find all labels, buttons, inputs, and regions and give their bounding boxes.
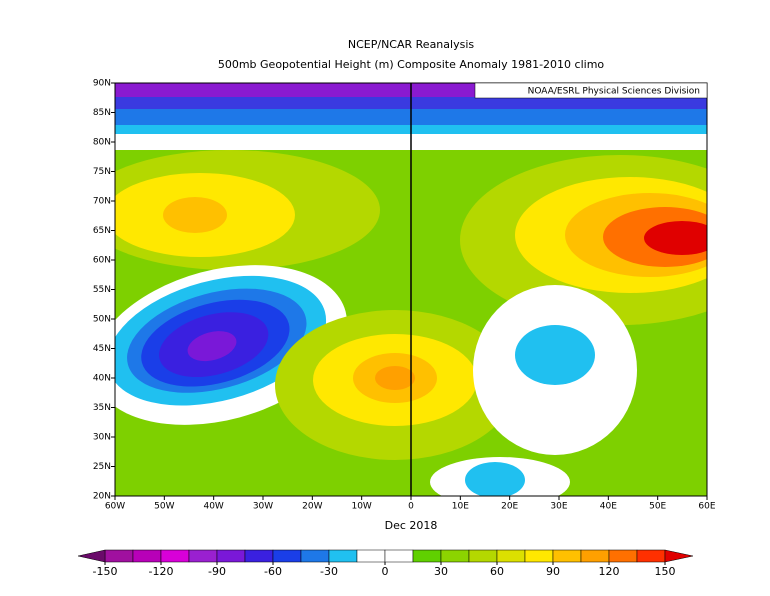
x-tick-label: 50W xyxy=(154,502,174,512)
colorbar-bin xyxy=(188,549,218,563)
y-tick-label: 25N xyxy=(93,462,111,472)
colorbar-tick-label: 120 xyxy=(599,565,620,578)
colorbar-under xyxy=(77,549,106,563)
colorbar-tick-label: -90 xyxy=(208,565,226,578)
colorbar-bin xyxy=(300,549,330,563)
colorbar-bin xyxy=(132,549,162,563)
colorbar-bin xyxy=(580,549,610,563)
subtitle: 500mb Geopotential Height (m) Composite … xyxy=(218,58,605,71)
colorbar-bin xyxy=(356,549,386,563)
colorbar-tick-label: -30 xyxy=(320,565,338,578)
colorbar-over xyxy=(664,549,694,563)
colorbar-tick-label: 60 xyxy=(490,565,504,578)
credit: NOAA/ESRL Physical Sciences Division xyxy=(528,87,700,97)
colorbar-bin xyxy=(384,549,414,563)
colorbar-bin xyxy=(160,549,190,563)
x-tick-label: 30W xyxy=(253,502,273,512)
title: NCEP/NCAR Reanalysis xyxy=(348,38,474,51)
colorbar-bin xyxy=(272,549,302,563)
y-tick-label: 65N xyxy=(93,226,111,236)
colorbar-bin xyxy=(552,549,582,563)
credit-box xyxy=(474,82,708,99)
x-tick-label: 10E xyxy=(452,502,469,512)
x-axis-label: Dec 2018 xyxy=(385,519,438,532)
x-tick-label: 20W xyxy=(302,502,322,512)
y-tick-label: 20N xyxy=(93,492,111,502)
colorbar-tick-label: 30 xyxy=(434,565,448,578)
colorbar-bin xyxy=(216,549,246,563)
x-tick-label: 50E xyxy=(649,502,666,512)
x-tick-label: 40E xyxy=(600,502,617,512)
y-tick-label: 85N xyxy=(93,108,111,118)
colorbar-tick-label: -60 xyxy=(264,565,282,578)
colorbar-bin xyxy=(468,549,498,563)
x-tick-label: 0 xyxy=(408,502,414,512)
colorbar-bin xyxy=(412,549,442,563)
colorbar-bin xyxy=(440,549,470,563)
x-tick-label: 40W xyxy=(203,502,223,512)
colorbar-bin xyxy=(244,549,274,563)
x-tick-label: 60W xyxy=(105,502,125,512)
y-tick-label: 90N xyxy=(93,79,111,89)
colorbar-bin xyxy=(104,549,134,563)
colorbar-tick-label: 90 xyxy=(546,565,560,578)
x-tick-label: 30E xyxy=(550,502,567,512)
x-tick-label: 20E xyxy=(501,502,518,512)
colorbar-bin xyxy=(636,549,666,563)
colorbar-bin xyxy=(328,549,358,563)
y-tick-label: 60N xyxy=(93,256,111,266)
y-tick-label: 35N xyxy=(93,403,111,413)
y-tick-label: 45N xyxy=(93,344,111,354)
y-tick-label: 40N xyxy=(93,374,111,384)
anomaly-field xyxy=(115,83,707,496)
y-tick-label: 75N xyxy=(93,167,111,177)
y-tick-label: 50N xyxy=(93,315,111,325)
colorbar-bin xyxy=(524,549,554,563)
x-tick-label: 60E xyxy=(698,502,715,512)
y-tick-label: 80N xyxy=(93,138,111,148)
colorbar-tick-label: 150 xyxy=(655,565,676,578)
colorbar-bin xyxy=(608,549,638,563)
colorbar-tick-label: -150 xyxy=(93,565,118,578)
colorbar-tick-label: 0 xyxy=(382,565,389,578)
colorbar-tick-label: -120 xyxy=(149,565,174,578)
y-tick-label: 70N xyxy=(93,197,111,207)
x-tick-label: 10W xyxy=(351,502,371,512)
y-tick-label: 30N xyxy=(93,433,111,443)
y-tick-label: 55N xyxy=(93,285,111,295)
colorbar-bin xyxy=(496,549,526,563)
